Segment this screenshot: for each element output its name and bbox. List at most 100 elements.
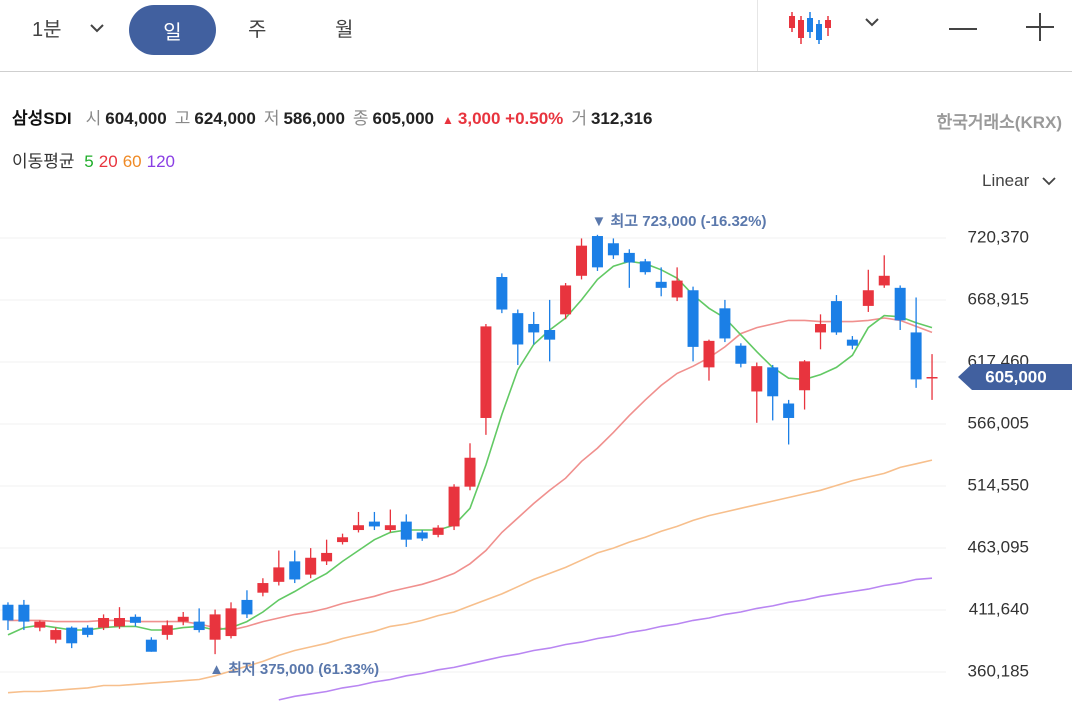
stock-name: 삼성SDI	[12, 109, 72, 128]
low-annotation: ▲ 최저 375,000 (61.33%)	[209, 660, 379, 678]
candle-body	[66, 627, 78, 644]
candle-body	[416, 532, 428, 539]
ma-legend-title: 이동평균	[12, 152, 75, 171]
candle-body	[368, 521, 380, 527]
legend-entry[interactable]: 5	[84, 152, 94, 171]
ma-line	[8, 317, 933, 631]
tab[interactable]: 주	[248, 19, 267, 41]
candle-body	[209, 614, 221, 640]
candle-body	[862, 290, 874, 306]
legend-entry[interactable]: 20	[98, 152, 118, 171]
toolbar: 1분 일 주 월	[0, 0, 1072, 72]
candle-body	[576, 245, 588, 276]
field-value: 604,000	[105, 109, 167, 128]
quote-bar: 삼성SDI 시 604,000 고 624,000 저 586,000 종 605,000 ▲…	[12, 104, 660, 129]
candle-body	[193, 621, 205, 631]
y-tick-label: 668,915	[968, 289, 1029, 308]
y-tick-label: 463,095	[968, 537, 1029, 556]
candle-body	[655, 281, 667, 288]
candle-body	[241, 599, 253, 615]
scale-select[interactable]: Linear	[982, 171, 1056, 191]
change-mark: ▲	[442, 113, 454, 127]
candle-body	[34, 621, 46, 628]
candle-body	[671, 280, 683, 298]
candle-body	[512, 313, 524, 345]
zoom-out-icon[interactable]	[948, 14, 978, 44]
y-tick-label: 720,370	[968, 227, 1029, 246]
ma-line	[278, 577, 933, 701]
price-tag	[958, 364, 1072, 391]
candle-body	[528, 323, 540, 333]
candle-body	[735, 345, 747, 364]
plot-area	[0, 234, 946, 701]
candle-body	[448, 486, 460, 527]
candle-body	[113, 617, 125, 627]
candle-body	[305, 557, 317, 575]
y-tick-label: 411,640	[969, 599, 1029, 618]
ma-line	[7, 459, 933, 694]
candle-body	[719, 308, 731, 339]
candle-body	[544, 330, 556, 340]
candle-body	[18, 604, 30, 622]
candle-body	[2, 604, 14, 621]
chevron-icon[interactable]	[1042, 176, 1056, 186]
chart-type-icon[interactable]	[788, 10, 832, 46]
candle-body	[846, 339, 858, 346]
candle-body	[703, 340, 715, 368]
candle-body	[50, 630, 62, 640]
exchange: 한국거래소(KRX)	[936, 113, 1062, 132]
ma-legend: 이동평균 5 20 60 120	[12, 147, 180, 172]
candle-body	[321, 552, 333, 562]
tab[interactable]: 월	[335, 19, 354, 41]
change-percent: +0.50%	[505, 109, 564, 128]
chevron-icon[interactable]	[864, 16, 880, 28]
candle-body	[687, 290, 699, 347]
field-label: 종	[352, 109, 369, 128]
candle-body	[496, 276, 508, 310]
candle-body	[384, 525, 396, 531]
candle-body	[799, 361, 811, 391]
price-change: ▲ 3,000 +0.50%	[442, 109, 563, 129]
change-value: 3,000	[457, 109, 501, 128]
candle-body	[607, 243, 619, 256]
high-annotation: ▼ 최고 723,000 (-16.32%)	[591, 212, 766, 230]
candle-body	[257, 583, 269, 593]
field-label: 시	[85, 109, 102, 128]
candle-body	[910, 332, 922, 380]
quote-fields: 시 604,000 고 624,000 저 586,000 종 605,000	[86, 104, 442, 129]
candle-body	[815, 323, 827, 333]
candle-body	[161, 625, 173, 635]
chevron-icon[interactable]	[89, 22, 105, 34]
field-value: 624,000	[194, 109, 256, 128]
scale-mode[interactable]: Linear	[982, 171, 1030, 190]
separator	[757, 0, 758, 71]
legend-entry[interactable]: 120	[146, 152, 175, 171]
candle-body	[400, 521, 412, 540]
candle-body	[177, 616, 189, 622]
candle-body	[480, 326, 492, 418]
field-value: 586,000	[283, 109, 345, 128]
tab-selected[interactable]: 일	[129, 5, 216, 55]
volume-label: 거	[571, 109, 587, 128]
candle-body	[878, 275, 890, 286]
candle-body	[926, 377, 938, 379]
candle-body	[273, 567, 285, 582]
candle-body	[894, 287, 906, 321]
zoom-in-icon[interactable]	[1025, 12, 1055, 42]
y-tick-label: 360,185	[968, 661, 1029, 680]
price-tag-label: 605,000	[985, 367, 1046, 386]
candle-body	[225, 608, 237, 637]
candle-body	[432, 527, 444, 535]
interval-select[interactable]: 1분	[32, 19, 62, 41]
candle-body	[145, 639, 157, 652]
y-axis: 360,185411,640463,095514,550566,005617,4…	[968, 227, 1029, 680]
candle-body	[337, 537, 349, 543]
field-value: 605,000	[372, 109, 434, 128]
field-label: 고	[174, 109, 191, 128]
candle-body	[289, 561, 301, 580]
legend-entry[interactable]: 60	[122, 152, 142, 171]
candle-body	[623, 252, 635, 263]
candle-body	[464, 457, 476, 487]
y-tick-label: 566,005	[968, 413, 1029, 432]
